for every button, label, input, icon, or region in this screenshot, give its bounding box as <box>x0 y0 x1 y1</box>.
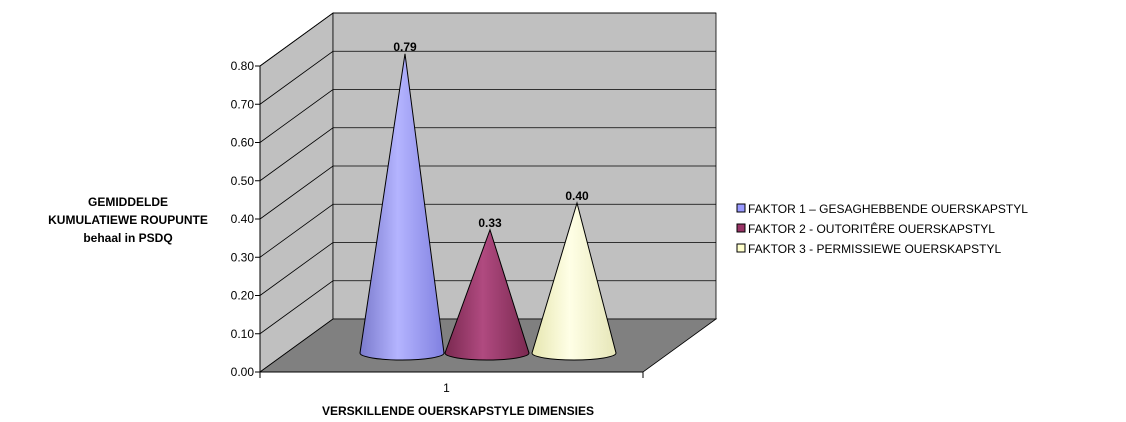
gridline <box>259 89 716 143</box>
y-tick-label: 0.30 <box>231 250 255 264</box>
y-tick-label: 0.60 <box>231 136 255 150</box>
chart-axes: 0.00 0.10 0.20 0.30 0.40 0.50 0.60 0.70 0.80 1 <box>231 59 644 395</box>
legend-label-3: FAKTOR 3 - PERMISSIEWE OUERSKAPSTYL <box>748 242 1001 256</box>
legend: FAKTOR 1 – GESAGHEBBENDE OUERSKAPSTYL FAK… <box>736 202 1028 256</box>
data-label-1: 0.79 <box>393 40 417 54</box>
gridline <box>259 242 716 296</box>
gridline <box>259 127 716 182</box>
cone-1 <box>359 53 445 361</box>
legend-swatch-2 <box>736 223 746 233</box>
data-label-3: 0.40 <box>565 189 589 203</box>
y-tick-label: 0.70 <box>231 97 255 111</box>
cone-3 <box>531 201 617 361</box>
y-tick-label: 0.00 <box>231 365 255 379</box>
y-tick-label: 0.20 <box>231 289 255 303</box>
gridline <box>259 203 716 258</box>
legend-swatch-1 <box>736 203 746 213</box>
y-tick-label: 0.40 <box>231 212 255 226</box>
x-axis-title: VERSKILLENDE OUERSKAPSTYLE DIMENSIES <box>322 404 594 418</box>
data-label-2: 0.33 <box>478 216 502 230</box>
y-tick-label: 0.80 <box>231 59 255 73</box>
y-axis-title-line-2: KUMULATIEWE ROUPUNTE <box>48 213 208 227</box>
y-tick-label: 0.50 <box>231 174 255 188</box>
legend-label-1: FAKTOR 1 – GESAGHEBBENDE OUERSKAPSTYL <box>748 202 1028 216</box>
gridline <box>259 165 716 220</box>
x-tick-label: 1 <box>443 381 450 395</box>
y-axis-title-line-1: GEMIDDELDE <box>88 195 168 209</box>
data-labels: 0.79 0.33 0.40 <box>393 40 589 230</box>
cone-2 <box>444 228 530 361</box>
gridline <box>259 50 716 105</box>
legend-label-2: FAKTOR 2 - OUTORITÊRE OUERSKAPSTYL <box>748 221 995 236</box>
legend-swatch-3 <box>736 243 746 253</box>
cone-series <box>359 53 617 361</box>
y-tick-label: 0.10 <box>231 327 255 341</box>
gridlines <box>259 12 716 335</box>
gridline <box>259 12 716 67</box>
y-axis-title-line-3: behaal in PSDQ <box>83 231 172 245</box>
